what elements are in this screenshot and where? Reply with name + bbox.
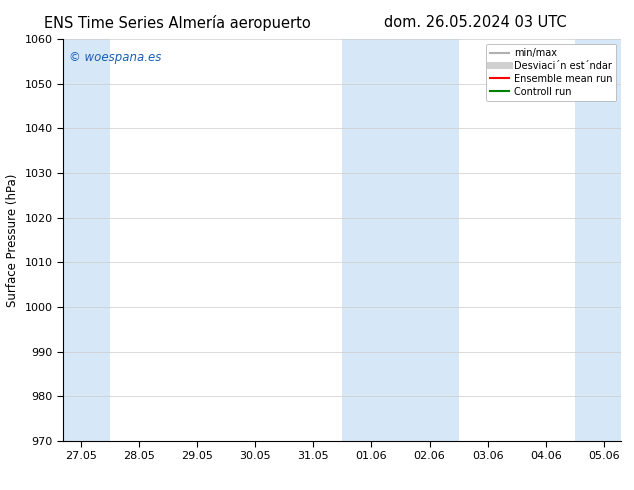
Text: ENS Time Series Almería aeropuerto: ENS Time Series Almería aeropuerto xyxy=(44,15,311,31)
Text: © woespana.es: © woespana.es xyxy=(69,51,162,64)
Text: dom. 26.05.2024 03 UTC: dom. 26.05.2024 03 UTC xyxy=(384,15,567,30)
Bar xyxy=(342,39,401,441)
Bar xyxy=(575,39,621,441)
Bar xyxy=(401,39,458,441)
Bar xyxy=(63,39,110,441)
Y-axis label: Surface Pressure (hPa): Surface Pressure (hPa) xyxy=(6,173,19,307)
Legend: min/max, Desviaci´n est´ndar, Ensemble mean run, Controll run: min/max, Desviaci´n est´ndar, Ensemble m… xyxy=(486,44,616,100)
